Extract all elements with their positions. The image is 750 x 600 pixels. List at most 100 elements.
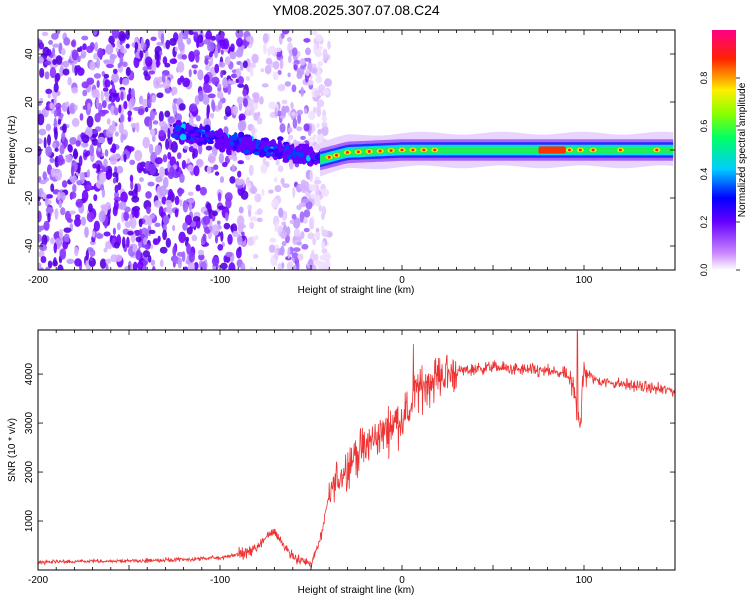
spectrogram-scatter-point — [58, 228, 64, 239]
spectrogram-cluster-point — [174, 124, 182, 132]
colorbar-tick-label: 0.2 — [699, 216, 709, 229]
spectrogram-scatter-point — [148, 119, 153, 131]
spectrogram-cluster-point — [226, 143, 231, 152]
spectrogram-scatter-point — [142, 250, 151, 258]
spectrogram-hot-spot — [389, 149, 393, 152]
spectrogram-scatter-point — [123, 153, 127, 163]
spectrogram-scatter-point — [66, 258, 75, 265]
spectrogram-scatter-point — [71, 117, 80, 127]
spectrogram-scatter-point — [128, 219, 133, 227]
spectrogram-scatter-point — [193, 31, 199, 38]
spectrogram-scatter-point — [45, 206, 54, 214]
spectrogram-scatter-point — [147, 98, 152, 108]
spectrogram-scatter-point — [97, 136, 106, 144]
spectrogram-scatter-point — [280, 230, 287, 240]
spectrogram-scatter-point — [308, 183, 316, 192]
spectrogram-scatter-point — [144, 243, 151, 250]
spectrogram-scatter-point — [320, 212, 325, 221]
spectrogram-scatter-point — [145, 56, 153, 67]
spectrogram-x-tick-label: -200 — [28, 275, 48, 286]
spectrogram-scatter-point — [134, 149, 143, 162]
spectrogram-x-tick-label: -100 — [210, 275, 230, 286]
spectrogram-scatter-point — [130, 179, 134, 191]
spectrogram-scatter-point — [104, 149, 109, 157]
spectrogram-scatter-point — [212, 210, 218, 217]
spectrogram-scatter-point — [101, 188, 106, 198]
colorbar-tick-label: 0.0 — [699, 264, 709, 277]
spectrogram-scatter-point — [97, 147, 102, 152]
spectrogram-scatter-point — [169, 58, 178, 65]
spectrogram-scatter-point — [114, 184, 119, 193]
spectrogram-scatter-point — [313, 253, 319, 261]
colorbar: 0.0 0.2 0.4 0.6 0.8 Normalized spectral ampl… — [699, 30, 748, 276]
spectrogram-scatter-point — [53, 82, 59, 93]
spectrogram-scatter-point — [139, 228, 143, 235]
spectrogram-scatter-point — [52, 47, 56, 57]
spectrogram-scatter-point — [193, 262, 199, 270]
spectrogram-scatter-point — [314, 89, 321, 97]
spectrogram-scatter-point — [247, 97, 254, 107]
spectrogram-scatter-point — [291, 111, 296, 117]
spectrogram-scatter-point — [203, 210, 209, 216]
spectrogram-scatter-point — [65, 154, 73, 163]
spectrogram-scatter-point — [86, 184, 92, 190]
spectrogram-scatter-point — [240, 190, 249, 200]
spectrogram-scatter-point — [274, 250, 279, 261]
spectrogram-scatter-point — [116, 222, 121, 231]
spectrogram-scatter-point — [105, 63, 114, 69]
spectrogram-scatter-point — [315, 75, 323, 84]
spectrogram-scatter-point — [321, 121, 328, 128]
spectrogram-scatter-point — [47, 260, 53, 269]
spectrogram-scatter-point — [98, 172, 107, 184]
spectrogram-scatter-point — [240, 264, 245, 270]
spectrogram-scatter-point — [38, 233, 42, 243]
spectrogram-scatter-point — [281, 99, 288, 105]
spectrogram-cluster-point — [305, 145, 311, 155]
spectrogram-scatter-point — [198, 253, 205, 261]
spectrogram-scatter-point — [103, 59, 111, 64]
spectrogram-scatter-point — [239, 61, 244, 71]
spectrogram-scatter-point — [53, 117, 57, 128]
spectrogram-scatter-point — [120, 133, 124, 144]
spectrogram-scatter-point — [249, 186, 258, 195]
spectrogram-cluster-point — [295, 145, 302, 151]
spectrogram-scatter-point — [89, 144, 95, 157]
spectrogram-scatter-point — [264, 64, 272, 75]
spectrogram-scatter-point — [41, 31, 49, 37]
spectrogram-scatter-point — [162, 56, 168, 65]
spectrogram-cluster-point — [239, 147, 244, 153]
spectrogram-scatter-point — [49, 157, 55, 164]
spectrogram-scatter-point — [62, 60, 70, 68]
spectrogram-scatter-point — [268, 244, 276, 253]
spectrogram-cluster-point — [282, 158, 290, 163]
spectrogram-scatter-point — [128, 260, 132, 269]
colorbar-gradient — [712, 30, 736, 270]
spectrogram-scatter-point — [104, 79, 111, 88]
spectrogram-scatter-point — [287, 55, 292, 64]
spectrogram-scatter-point — [87, 102, 91, 111]
spectrogram-scatter-point — [237, 76, 245, 85]
spectrogram-scatter-point — [262, 33, 269, 44]
spectrogram-scatter-point — [133, 56, 140, 69]
spectrogram-hot-spot — [578, 148, 582, 152]
spectrogram-scatter-point — [137, 108, 145, 116]
spectrogram-scatter-point — [214, 171, 220, 176]
spectrogram-scatter-point — [315, 34, 323, 43]
spectrogram-scatter-point — [215, 33, 220, 42]
spectrogram-scatter-point — [204, 58, 209, 66]
spectrogram-cluster-point — [264, 140, 271, 148]
spectrogram-scatter-point — [249, 66, 254, 77]
spectrogram-scatter-point — [205, 30, 213, 41]
spectrogram-scatter-point — [74, 104, 78, 111]
spectrogram-scatter-point — [230, 43, 235, 53]
spectrogram-scatter-point — [122, 77, 130, 86]
spectrogram-scatter-point — [51, 32, 59, 40]
spectrogram-scatter-point — [82, 105, 88, 110]
spectrogram-scatter-point — [55, 55, 63, 65]
spectrogram-scatter-point — [62, 123, 67, 134]
spectrogram-scatter-point — [229, 176, 236, 184]
spectrogram-cluster-point — [197, 136, 205, 142]
spectrogram-scatter-point — [111, 30, 120, 39]
spectrogram-scatter-point — [316, 106, 322, 117]
spectrogram-scatter-point — [297, 253, 304, 261]
